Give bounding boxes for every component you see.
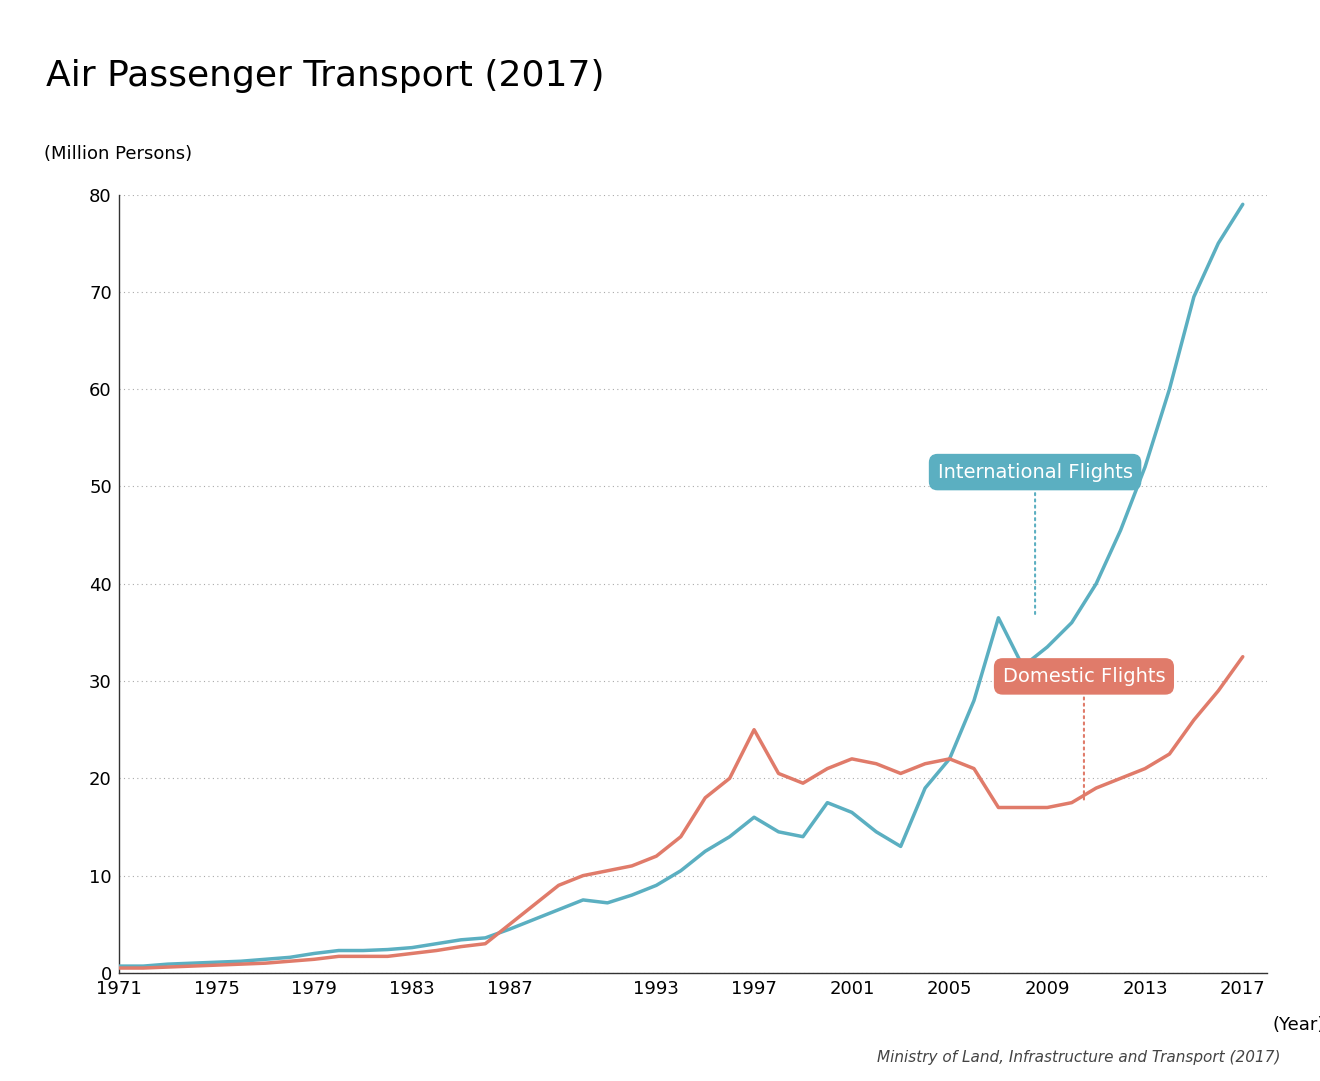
Text: Ministry of Land, Infrastructure and Transport (2017): Ministry of Land, Infrastructure and Tra… [876, 1050, 1280, 1065]
Text: Domestic Flights: Domestic Flights [1003, 667, 1166, 800]
Text: (Year): (Year) [1272, 1016, 1320, 1033]
Text: (Million Persons): (Million Persons) [44, 146, 193, 163]
Text: International Flights: International Flights [937, 463, 1133, 615]
Text: Air Passenger Transport (2017): Air Passenger Transport (2017) [46, 59, 605, 93]
